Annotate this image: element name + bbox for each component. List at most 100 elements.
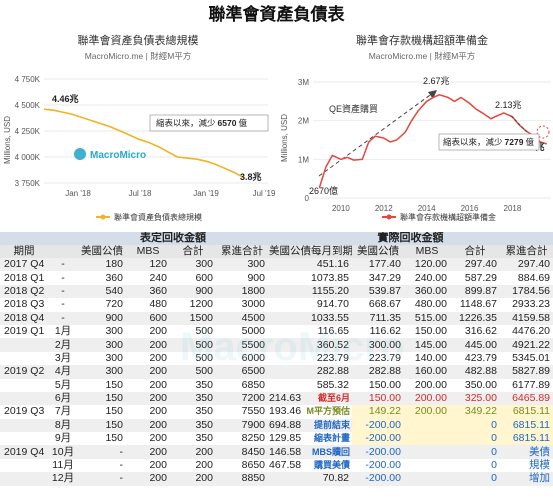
table-cell: 增加 [500, 472, 553, 486]
note-label: 縮表計畫 [313, 433, 350, 444]
group-header-blank [0, 232, 78, 245]
table-cell: 2017 Q4 [0, 258, 48, 272]
table-cell: 200.00 [404, 391, 450, 406]
x-tick-label: 2010 [332, 204, 350, 213]
table-row: 2019 Q4 10月 -200 200 8450 146.58 MBS贖回 -200.00 0… [0, 445, 553, 459]
column-header [48, 245, 78, 258]
table-cell: 7900 [216, 418, 268, 433]
table-cell: 350 [170, 391, 216, 406]
table-cell: 899.87 [450, 284, 500, 299]
macromicro-logo: MacroMicro [74, 148, 146, 161]
table-cell: 360 [78, 271, 126, 285]
peak-label: 2.67兆 [423, 76, 450, 86]
table-cell: 1800 [216, 284, 268, 299]
table-cell: 116.62 [352, 324, 404, 339]
table-cell: 1784.56 [500, 284, 553, 299]
table-cell: 200.00 [404, 405, 450, 419]
table-cell: 500 [170, 351, 216, 366]
table-cell: 600 [126, 311, 170, 325]
table-cell: 160.00 [404, 365, 450, 379]
table-cell: 240.00 [404, 271, 450, 285]
y-tick-label: 4 000K [15, 153, 41, 162]
table-cell: 7550 [216, 405, 268, 419]
column-header: 累進合計 [500, 245, 553, 258]
table-cell: 6500 [216, 365, 268, 379]
table-cell: 668.67 [352, 298, 404, 312]
table-cell: 482.88 [450, 365, 500, 379]
table-cell: 149.22 [352, 405, 404, 419]
y-axis-label: Millions, USD [280, 114, 289, 162]
y-tick-label: 4 500K [15, 101, 41, 110]
table-cell: 6177.89 [500, 378, 553, 392]
table-cell: - [48, 311, 78, 325]
y-axis-label: Millions, USD [3, 116, 12, 164]
table-cell: 1073.85 [268, 271, 352, 285]
table-cell: 2018 Q4 [0, 311, 48, 325]
table-cell: 0 [450, 458, 500, 473]
table-cell: 445.00 [450, 338, 500, 352]
table-cell: 200.00 [404, 378, 450, 392]
table-cell: 193.46 M平方預估 [268, 405, 352, 419]
table-cell: 8450 [216, 445, 268, 459]
legend-label: 聯準會存款機構超額準備金 [400, 212, 496, 222]
table-cell: 145.00 [404, 338, 450, 352]
x-tick-label: Jul '19 [253, 189, 276, 198]
table-cell: -200.00 [352, 432, 404, 446]
table-cell: 200 [126, 472, 170, 486]
table-cell [404, 432, 450, 446]
table-cell: 884.69 [500, 271, 553, 285]
table-cell: 1500 [170, 311, 216, 325]
table-cell: 4月 [48, 365, 78, 379]
table-cell: 116.65 [268, 324, 352, 339]
table-cell: 2018 Q1 [0, 271, 48, 285]
group-header-actual: 實際回收金額 [268, 232, 553, 245]
table-cell: - [48, 271, 78, 285]
table-cell: 5500 [216, 338, 268, 352]
table-cell: 200 [126, 418, 170, 433]
table-cell: 451.16 [268, 258, 352, 272]
table-cell: 0 [450, 472, 500, 486]
table-cell: 350.00 [450, 378, 500, 392]
note-label: 截至6月 [317, 393, 350, 404]
table-cell: 200 [126, 391, 170, 406]
table-cell: 2019 Q4 [0, 445, 48, 459]
table-cell: 150 [78, 418, 126, 433]
table-cell: 347.29 [352, 271, 404, 285]
table-cell: -200.00 [352, 445, 404, 459]
table-cell: 140.00 [404, 351, 450, 366]
table-cell: 223.79 [352, 351, 404, 366]
table-cell: 1155.20 [268, 284, 352, 299]
table-cell: 8月 [48, 418, 78, 433]
table-cell: 4476.20 [500, 324, 553, 339]
table-row: 2019 Q2 4月 300 200 500 6500 282.88 282.88 160.00… [0, 365, 553, 379]
table-cell: 240 [126, 271, 170, 285]
qe-label: QE資產購買 [329, 103, 378, 114]
column-header: 累進合計 [216, 245, 268, 258]
table-cell: 297.40 [500, 258, 553, 272]
table-cell: 150 [78, 432, 126, 446]
table-cell: 6月 [48, 391, 78, 406]
x-tick-label: Jan '19 [193, 189, 219, 198]
table-cell: 129.85 縮表計畫 [268, 432, 352, 446]
table-cell: 587.29 [450, 271, 500, 285]
column-header: MBS [126, 245, 170, 258]
table-cell: 900 [170, 284, 216, 299]
table-cell: 300 [78, 338, 126, 352]
table-cell: 5827.89 [500, 365, 553, 379]
y-tick-label: 1M [298, 155, 309, 164]
table-cell: 480.00 [404, 298, 450, 312]
table-cell: 200 [170, 458, 216, 473]
table-row: 2017 Q4-180 120 300 300 451.16 177.40 120.00 29… [0, 258, 553, 272]
table-cell: 5000 [216, 324, 268, 339]
excess-reserves-chart: 聯準會存款機構超額準備金 MacroMicro.me | 財經M平方 Milli… [277, 28, 553, 230]
table-row: 9月 150 200 350 8250 129.85 縮表計畫 -200.00 0 6815.11 [0, 432, 553, 446]
column-header: 美國公債每月到期金額 [268, 245, 352, 258]
table-row: 5月 150 200 350 6850 585.32 150.00 200.00 350.00 6… [0, 378, 553, 392]
table-cell: 6815.11 [500, 432, 553, 446]
start-label: 4.46兆 [52, 93, 79, 104]
table-cell: -200.00 [352, 418, 404, 433]
group-header-planned: 表定回收金額 [78, 232, 268, 245]
y-tick-label: 3M [298, 78, 309, 87]
table-cell: 6000 [216, 351, 268, 366]
table-cell: - [78, 472, 126, 486]
